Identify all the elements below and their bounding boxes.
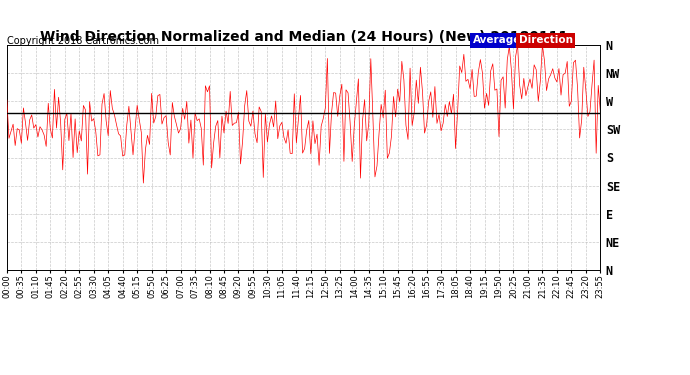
Title: Wind Direction Normalized and Median (24 Hours) (New) 20180111: Wind Direction Normalized and Median (24… bbox=[39, 30, 568, 44]
Text: Average: Average bbox=[473, 35, 521, 45]
Text: Copyright 2018 Cartronics.com: Copyright 2018 Cartronics.com bbox=[7, 36, 159, 46]
Text: Direction: Direction bbox=[519, 35, 573, 45]
